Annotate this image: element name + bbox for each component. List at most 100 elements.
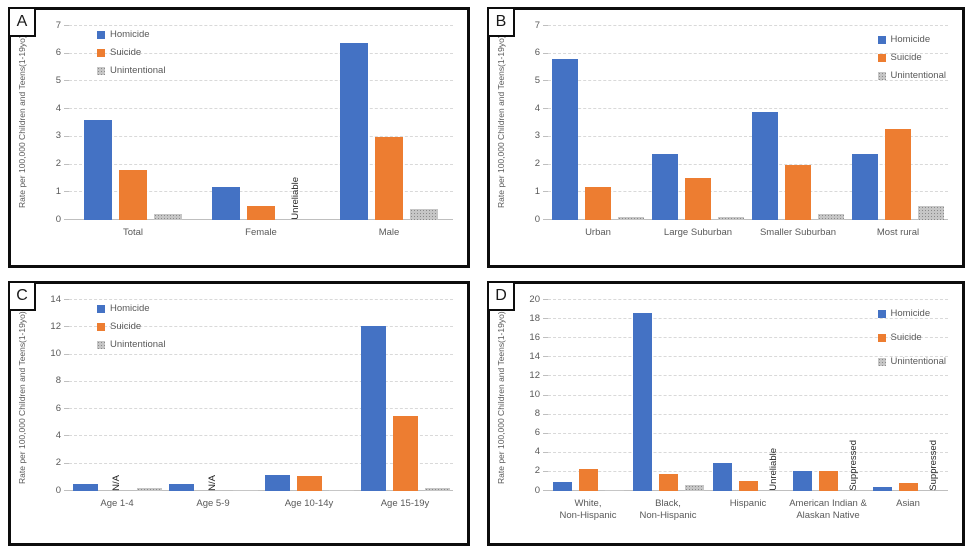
y-gridline: [548, 394, 948, 396]
y-tick-mark: [64, 380, 69, 382]
legend-row: Unintentional: [97, 65, 165, 76]
y-tick-mark: [64, 80, 69, 82]
y-tick-label: 10: [529, 389, 540, 400]
y-tick-mark: [64, 462, 69, 464]
series-slot: [119, 26, 147, 220]
legend-swatch-homicide: [877, 309, 886, 318]
bar-groups: N/A Age 1-4 N/A Age 5-9 Age 10-14y Age 15-19y: [69, 300, 453, 509]
y-tick-mark: [543, 470, 548, 472]
y-gridline: [69, 108, 453, 110]
legend-label: Suicide: [110, 47, 142, 58]
legend-label: Homicide: [890, 34, 931, 45]
annotation-suppressed: Suppressed: [928, 440, 940, 491]
y-tick-mark: [543, 135, 548, 137]
y-gridline: [69, 326, 453, 328]
y-axis-title-line2: (1-19yo): [496, 311, 506, 343]
y-tick-label: 6: [534, 427, 540, 439]
bar-groups: Urban Large Suburban Smaller Suburban Most …: [548, 26, 948, 238]
bar-groups: Total Unreliable Female Male: [69, 26, 453, 238]
category-group: Suppressed American Indian & Alaskan Nati…: [788, 300, 868, 521]
bar-unintentional: [136, 487, 162, 491]
bar-suicide: [375, 136, 403, 220]
panel-letter-d: D: [487, 281, 515, 311]
y-gridline: [69, 25, 453, 26]
y-gridline: [548, 375, 948, 377]
bar-homicide: [792, 470, 812, 491]
series-slot: [247, 26, 275, 220]
series-slot: [885, 26, 911, 220]
annotation-unreliable: Unreliable: [290, 177, 302, 220]
y-axis-title-line1: Rate per 100,000 Children and Teens: [496, 342, 506, 484]
bar-suicide: [818, 470, 838, 491]
category-group: Smaller Suburban: [748, 26, 848, 238]
legend-label: Homicide: [890, 308, 931, 319]
bar-suicide: [247, 206, 275, 220]
series-slot: [296, 300, 322, 491]
series-slot: [264, 300, 290, 491]
y-gridline: [548, 299, 948, 300]
y-tick-mark: [543, 413, 548, 415]
x-axis-label: Asian: [896, 498, 920, 509]
series-slot: [552, 26, 578, 220]
series-slot: [340, 26, 368, 220]
bar-homicide: [84, 120, 112, 220]
y-tick-label: 3: [55, 130, 61, 142]
x-axis-line: [548, 219, 948, 220]
series-slot: [618, 26, 644, 220]
category-group: White, Non-Hispanic: [548, 300, 628, 521]
y-tick-mark: [64, 191, 69, 193]
series-slot: [898, 300, 918, 491]
legend-label: Unintentional: [890, 70, 946, 81]
bar-suicide: [578, 469, 598, 491]
y-tick-mark: [543, 356, 548, 358]
legend-row: Homicide: [877, 308, 946, 319]
bar-cluster: Suppressed: [788, 300, 868, 491]
series-slot: [852, 26, 878, 220]
category-group: Total: [69, 26, 197, 238]
y-tick-label: 12: [529, 369, 540, 381]
bar-unintentional: [818, 214, 844, 220]
y-gridline: [548, 318, 948, 320]
y-gridline: [548, 135, 948, 137]
y-axis-title-line2: (1-19yo): [17, 311, 27, 343]
bar-homicide: [752, 111, 778, 220]
series-slot: [752, 26, 778, 220]
annotation-na: N/A: [207, 475, 219, 491]
series-slot: [168, 300, 194, 491]
y-gridline: [548, 470, 948, 472]
panel-letter-b: B: [487, 7, 515, 37]
y-tick-mark: [64, 326, 69, 328]
bar-groups: White, Non-Hispanic Black, Non-Hispanic Un…: [548, 300, 948, 521]
y-tick-mark: [64, 135, 69, 137]
bar-cluster: [848, 26, 948, 220]
y-tick-label: 5: [534, 74, 540, 86]
y-tick-label: 4: [534, 446, 540, 458]
bar-homicide: [552, 59, 578, 220]
y-gridline: [69, 80, 453, 82]
legend-swatch-suicide: [97, 48, 105, 57]
y-tick-label: 10: [50, 348, 61, 360]
y-gridline: [69, 408, 453, 410]
y-tick-label: 2: [534, 465, 540, 477]
y-tick-mark: [543, 451, 548, 453]
bar-homicide: [212, 186, 240, 220]
y-tick-label: 6: [55, 47, 61, 59]
y-tick-mark: [64, 490, 69, 491]
bar-unintentional: [718, 217, 744, 220]
series-slot: [738, 300, 758, 491]
panel-letter-c: C: [8, 281, 36, 311]
y-tick-mark: [64, 108, 69, 110]
legend-row: Suicide: [877, 52, 946, 63]
category-group: Age 10-14y: [261, 300, 357, 509]
y-gridline: [69, 380, 453, 382]
x-axis-label: Age 5-9: [196, 498, 230, 509]
y-tick-label: 6: [534, 47, 540, 59]
y-tick-label: 16: [529, 331, 540, 343]
y-tick-mark: [64, 299, 69, 300]
category-group: Unreliable Female: [197, 26, 325, 238]
y-gridline: [548, 337, 948, 339]
x-axis-label: Smaller Suburban: [759, 227, 837, 238]
bar-cluster: [648, 26, 748, 220]
y-tick-label: 4: [534, 102, 540, 114]
y-tick-label: 2: [55, 158, 61, 170]
